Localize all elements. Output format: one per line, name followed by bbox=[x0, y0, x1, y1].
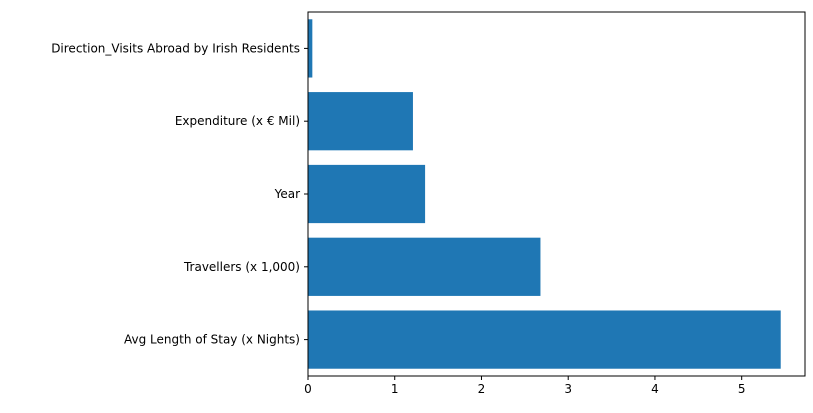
x-tick-label-0: 0 bbox=[304, 382, 312, 396]
x-axis: 0 1 2 3 4 5 bbox=[304, 376, 746, 396]
x-tick-label-5: 5 bbox=[738, 382, 746, 396]
y-tick-label-0: Avg Length of Stay (x Nights) bbox=[124, 333, 300, 347]
x-tick-label-4: 4 bbox=[651, 382, 659, 396]
bar-1 bbox=[308, 237, 541, 296]
bars-group bbox=[308, 19, 781, 369]
bar-2 bbox=[308, 164, 426, 224]
plot-frame bbox=[307, 11, 806, 377]
y-tick-label-3: Expenditure (x € Mil) bbox=[175, 114, 300, 128]
x-tick-label-3: 3 bbox=[564, 382, 572, 396]
y-tick-label-2: Year bbox=[274, 187, 300, 201]
bar-3 bbox=[308, 92, 413, 151]
y-tick-label-1: Travellers (x 1,000) bbox=[183, 260, 300, 274]
bar-0 bbox=[308, 310, 781, 369]
x-tick-label-2: 2 bbox=[478, 382, 486, 396]
bar-4 bbox=[308, 19, 313, 78]
x-tick-label-1: 1 bbox=[391, 382, 399, 396]
y-axis: Avg Length of Stay (x Nights) Travellers … bbox=[51, 41, 308, 347]
y-tick-label-4: Direction_Visits Abroad by Irish Residen… bbox=[51, 41, 300, 55]
